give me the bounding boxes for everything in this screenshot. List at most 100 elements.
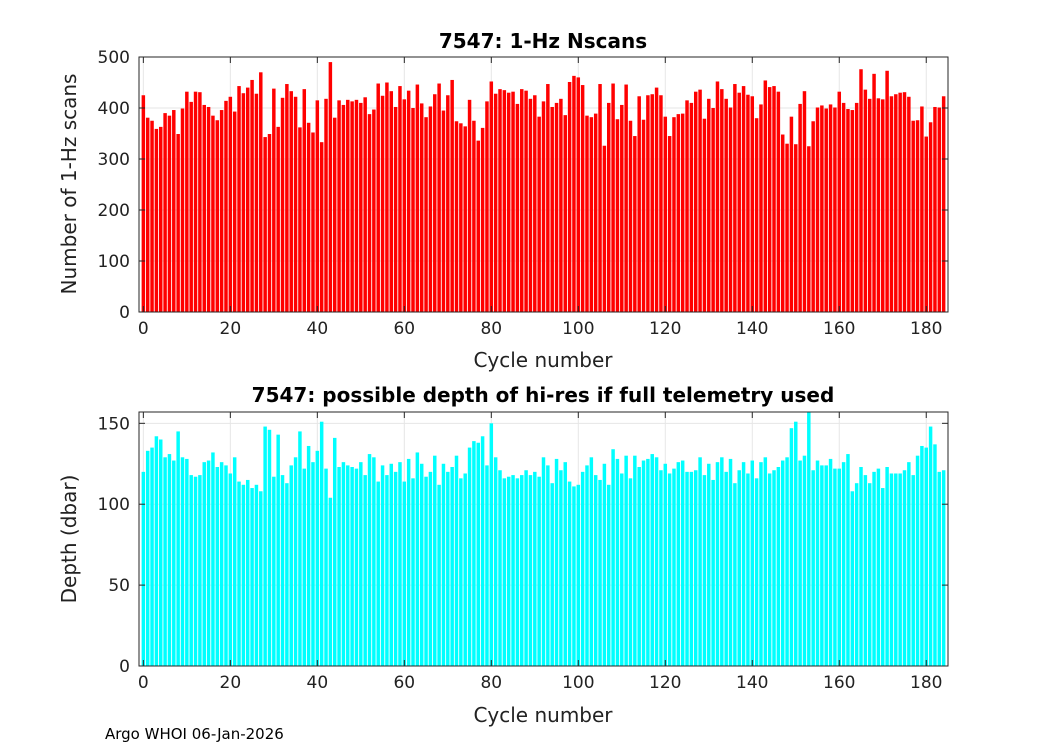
bar bbox=[837, 91, 842, 313]
bar bbox=[607, 102, 611, 313]
bar bbox=[219, 110, 224, 312]
bar bbox=[620, 473, 624, 666]
bar bbox=[150, 120, 154, 312]
bar bbox=[185, 91, 189, 313]
x-tick-label: 60 bbox=[393, 319, 415, 339]
bar bbox=[720, 457, 724, 666]
y-tick-label: 0 bbox=[119, 657, 130, 677]
bar bbox=[846, 454, 850, 666]
bar bbox=[459, 123, 463, 312]
bar bbox=[894, 473, 898, 666]
nscans-chart: 0 20 40 60 80 100 120 140 160 180 0 100 200 300 400 50… bbox=[57, 29, 949, 372]
bar bbox=[763, 80, 768, 313]
y-tick-label: 0 bbox=[119, 303, 130, 323]
bar bbox=[163, 457, 167, 666]
bar bbox=[933, 106, 937, 312]
bar bbox=[428, 106, 433, 312]
bar bbox=[524, 470, 528, 666]
bar bbox=[585, 115, 589, 313]
bar bbox=[524, 90, 528, 312]
bar bbox=[272, 88, 276, 313]
bar bbox=[511, 91, 515, 313]
bar bbox=[489, 423, 494, 666]
bar bbox=[911, 475, 915, 666]
bar bbox=[541, 101, 546, 313]
bar bbox=[285, 84, 289, 312]
bar bbox=[707, 98, 711, 312]
bar bbox=[772, 86, 776, 312]
bar bbox=[406, 458, 411, 666]
x-tick-label: 80 bbox=[480, 673, 502, 693]
bar bbox=[741, 462, 746, 666]
bar bbox=[563, 115, 567, 312]
bar bbox=[380, 95, 385, 312]
bar bbox=[698, 457, 702, 666]
bar bbox=[767, 87, 772, 312]
bar bbox=[363, 475, 367, 666]
bar bbox=[154, 436, 159, 666]
x-axis-label: Cycle number bbox=[473, 703, 613, 727]
bar bbox=[241, 93, 246, 313]
x-tick-label: 20 bbox=[220, 673, 242, 693]
bar bbox=[789, 116, 794, 312]
bar bbox=[746, 94, 750, 313]
bar bbox=[941, 96, 946, 313]
x-tick-label: 60 bbox=[393, 673, 415, 693]
bar bbox=[206, 106, 211, 312]
bar bbox=[798, 460, 802, 666]
bar bbox=[602, 145, 607, 312]
bar bbox=[672, 468, 676, 666]
bar bbox=[898, 473, 902, 666]
bar bbox=[920, 445, 924, 666]
bar bbox=[493, 457, 498, 666]
bar bbox=[141, 471, 146, 666]
bar bbox=[315, 100, 320, 312]
bar bbox=[446, 471, 450, 666]
bar bbox=[259, 491, 263, 666]
bar bbox=[937, 471, 942, 666]
depth-chart: 0 20 40 60 80 100 120 140 160 180 0 50 100 150 7547:… bbox=[57, 383, 949, 727]
bar bbox=[520, 89, 524, 312]
bar bbox=[263, 426, 267, 666]
y-tick-label: 150 bbox=[98, 414, 130, 434]
bar bbox=[633, 136, 637, 312]
bar bbox=[750, 96, 755, 313]
bar bbox=[589, 117, 594, 313]
bar bbox=[867, 483, 872, 666]
bar bbox=[480, 127, 485, 312]
x-tick-label: 20 bbox=[220, 319, 242, 339]
bar bbox=[807, 412, 811, 666]
x-tick-label: 140 bbox=[736, 673, 768, 693]
bar bbox=[546, 84, 550, 312]
axes-box bbox=[138, 411, 949, 667]
bar bbox=[228, 96, 233, 312]
bar bbox=[285, 483, 289, 666]
bar bbox=[176, 134, 180, 312]
bar bbox=[563, 462, 567, 666]
bar bbox=[267, 429, 272, 666]
bar bbox=[237, 86, 241, 312]
bar bbox=[502, 90, 507, 313]
bar bbox=[537, 116, 541, 312]
bar bbox=[211, 452, 215, 666]
x-tick-label: 140 bbox=[736, 319, 768, 339]
bar bbox=[824, 108, 828, 312]
bar bbox=[550, 483, 554, 666]
bar bbox=[746, 473, 750, 666]
bar bbox=[263, 137, 267, 312]
bar bbox=[293, 96, 298, 312]
bar bbox=[754, 118, 759, 312]
bar bbox=[589, 457, 594, 666]
x-tick-label: 80 bbox=[480, 319, 502, 339]
bar bbox=[172, 110, 176, 312]
bar bbox=[454, 121, 459, 312]
bar bbox=[854, 102, 859, 313]
bar bbox=[780, 460, 785, 666]
bar bbox=[937, 107, 942, 313]
bar bbox=[759, 104, 763, 313]
bar bbox=[828, 104, 833, 313]
bar bbox=[398, 462, 402, 666]
bar bbox=[646, 458, 650, 666]
bar bbox=[615, 458, 620, 666]
y-tick-label: 200 bbox=[98, 201, 130, 221]
